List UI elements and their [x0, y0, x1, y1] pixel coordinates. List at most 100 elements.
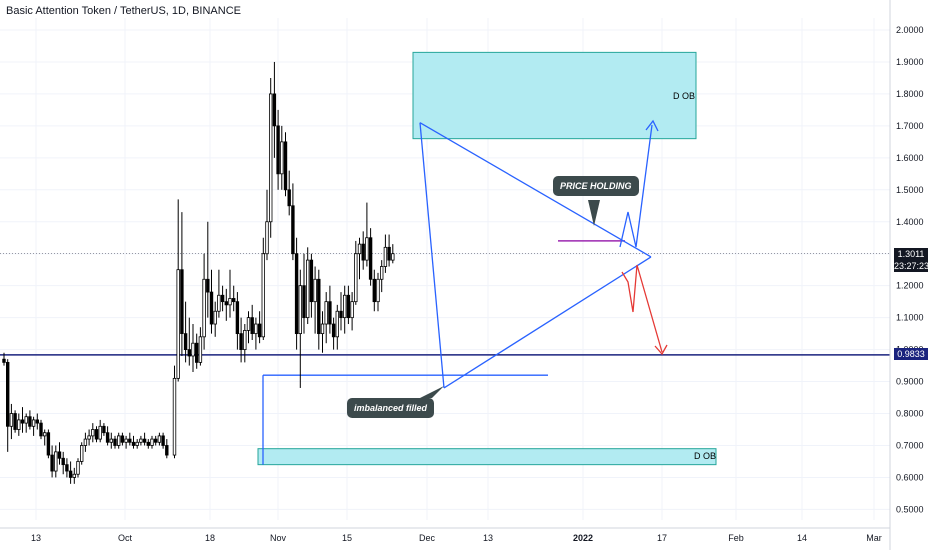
candle-body — [191, 342, 195, 357]
candle-body — [113, 438, 117, 446]
candle-body — [335, 310, 339, 338]
y-tick-label: 0.7000 — [896, 440, 924, 450]
candle-body — [376, 278, 380, 303]
y-tick-label: 0.6000 — [896, 472, 924, 482]
candle-body — [209, 291, 214, 325]
y-tick-label: 1.1000 — [896, 313, 924, 323]
candle-body — [257, 323, 262, 338]
candle-body — [17, 419, 21, 430]
y-tick-label: 0.9000 — [896, 377, 924, 387]
candle-body — [54, 451, 58, 472]
x-tick-label: 17 — [657, 533, 667, 543]
candle-body — [98, 425, 102, 440]
horizontal-levels — [0, 240, 890, 465]
candle-body — [254, 323, 258, 335]
bearish-path — [621, 264, 663, 353]
candle-body — [35, 419, 39, 424]
candle-body — [331, 323, 336, 338]
candle-body — [87, 435, 91, 440]
candle-body — [150, 438, 154, 446]
zone-label-lower: D OB — [694, 451, 717, 461]
candle-body — [102, 425, 106, 434]
candle-body — [287, 189, 291, 207]
candle-body — [153, 438, 158, 443]
candle-body — [176, 269, 180, 379]
candle-body — [361, 243, 365, 261]
candle-body — [20, 419, 25, 424]
candle-body — [320, 323, 325, 335]
candle-body — [139, 438, 143, 443]
candle-body — [350, 301, 354, 319]
x-tick-label: 18 — [205, 533, 215, 543]
price-holding-callout: PRICE HOLDING — [553, 176, 639, 196]
candle-body — [217, 294, 221, 312]
candle-body — [28, 416, 32, 427]
trend-drawings — [419, 119, 668, 398]
candle-body — [6, 361, 10, 427]
candle-body — [246, 317, 251, 331]
candle-body — [387, 246, 391, 261]
candle-body — [50, 454, 54, 472]
candle-body — [9, 413, 14, 427]
y-tick-label: 0.5000 — [896, 504, 924, 514]
candle-body — [309, 259, 314, 303]
candle-body — [224, 301, 228, 306]
candle-body — [68, 470, 73, 478]
candle-body — [142, 438, 147, 443]
candle-body — [72, 473, 76, 478]
candle-body — [291, 205, 295, 255]
candle-body — [46, 432, 51, 456]
triangle-lower-line — [443, 256, 652, 389]
x-tick-label: 14 — [797, 533, 807, 543]
bearish-arrowhead — [654, 344, 668, 356]
y-tick-label: 1.9000 — [896, 57, 924, 67]
y-tick-label: 0.8000 — [896, 409, 924, 419]
level-price-tag: 0.9833 — [894, 348, 928, 360]
countdown-tag: 23:27:23 — [894, 260, 930, 272]
candle-body — [339, 310, 343, 319]
candle-body — [294, 253, 299, 335]
candle-body — [302, 285, 306, 319]
y-tick-label: 1.8000 — [896, 89, 924, 99]
candle-body — [317, 278, 321, 335]
candle-body — [372, 278, 376, 303]
candle-body — [39, 422, 43, 437]
candle-body — [276, 125, 280, 175]
candle-body — [165, 445, 169, 456]
candle-body — [135, 441, 139, 446]
candle-body — [91, 429, 95, 437]
candle-body — [250, 317, 254, 335]
candle-body — [342, 294, 347, 319]
candle-body — [280, 141, 284, 175]
x-tick-label: 2022 — [573, 533, 593, 543]
candle-body — [202, 278, 206, 338]
zone-label-upper: D OB — [673, 91, 696, 101]
triangle-left-line — [419, 122, 445, 389]
x-tick-label: 13 — [483, 533, 493, 543]
candle-body — [157, 435, 162, 443]
candle-body — [80, 445, 84, 462]
candle-body — [272, 93, 277, 127]
order-block-zone — [257, 448, 717, 466]
bullish-path — [619, 124, 653, 248]
price-holding-pointer — [588, 200, 600, 226]
candle-body — [298, 285, 302, 335]
y-tick-label: 2.0000 — [896, 25, 924, 35]
candle-body — [109, 438, 113, 443]
candle-body — [161, 435, 165, 446]
candle-body — [43, 432, 47, 437]
x-tick-label: 13 — [31, 533, 41, 543]
candle-body — [172, 377, 177, 456]
candle-body — [228, 298, 232, 306]
y-tick-label: 1.7000 — [896, 121, 924, 131]
candle-body — [180, 269, 184, 335]
candle-body — [61, 457, 65, 466]
candle-body — [283, 141, 288, 191]
candle-body — [120, 435, 125, 443]
candle-body — [357, 243, 362, 255]
x-tick-label: Dec — [419, 533, 436, 543]
candle-body — [328, 301, 332, 325]
candle-body — [305, 259, 310, 319]
